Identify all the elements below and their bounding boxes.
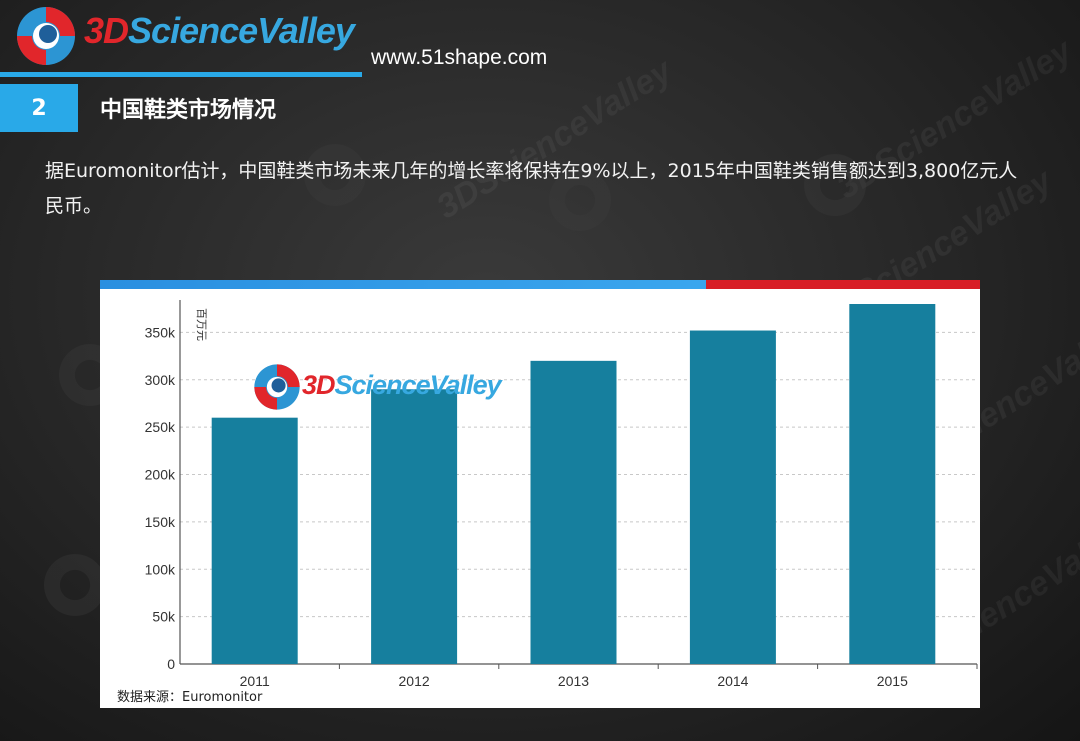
bar — [689, 330, 776, 664]
bar — [371, 389, 458, 664]
y-tick-label: 50k — [152, 609, 176, 625]
chart-card: 0 50k 100k 150k 200k 250k 300k 350k 百万元 2011 2012 2… — [100, 280, 980, 708]
description-text: 据Euromonitor估计，中国鞋类市场未来几年的增长率将保持在9%以上，20… — [45, 160, 1018, 217]
chart-watermark-logo-name: ScienceValley — [334, 370, 502, 400]
section-number: 2 — [31, 95, 47, 121]
y-tick-label: 200k — [145, 467, 176, 483]
y-tick-label: 0 — [167, 656, 175, 672]
y-tick-label: 350k — [145, 324, 176, 340]
bar — [849, 304, 936, 664]
watermark-logo-icon — [545, 165, 615, 235]
watermark-logo-icon — [800, 150, 870, 220]
section-number-badge: 2 — [0, 84, 78, 132]
chart-top-bar-blue — [100, 280, 706, 289]
y-tick-label: 300k — [145, 372, 176, 388]
chart-watermark-logo-text: 3DScienceValley — [302, 370, 502, 401]
y-tick-label: 250k — [145, 419, 176, 435]
chart-watermark-logo-icon — [254, 364, 300, 410]
y-tick-label: 100k — [145, 561, 176, 577]
x-tick-label: 2011 — [240, 673, 270, 689]
x-tick-label: 2012 — [399, 673, 430, 689]
x-tick-label: 2015 — [877, 673, 908, 689]
x-tick-label: 2014 — [717, 673, 748, 689]
brand-logo-icon — [17, 7, 75, 65]
chart-source: 数据来源：Euromonitor — [117, 690, 263, 705]
y-axis-unit-label: 百万元 — [195, 308, 208, 341]
brand-logo-name: ScienceValley — [128, 10, 355, 51]
site-url[interactable]: www.51shape.com — [371, 46, 548, 69]
chart-watermark-logo: 3DScienceValley — [252, 360, 502, 420]
watermark-logo-icon — [40, 550, 110, 620]
x-tick-label: 2013 — [558, 673, 589, 689]
watermark-logo-icon — [300, 140, 370, 210]
chart-watermark-logo-3d: 3D — [302, 370, 336, 400]
bar-chart: 0 50k 100k 150k 200k 250k 300k 350k 百万元 2011 2012 2… — [145, 300, 978, 689]
bar — [530, 360, 617, 664]
section-title: 中国鞋类市场情况 — [100, 98, 277, 123]
brand-logo-text: 3DScienceValley — [84, 10, 355, 52]
header-divider — [0, 72, 362, 77]
brand-logo: 3DScienceValley — [14, 4, 355, 68]
chart-top-bar-red — [706, 280, 980, 289]
brand-logo-3d: 3D — [84, 10, 129, 51]
bar — [211, 417, 298, 664]
y-tick-label: 150k — [145, 514, 176, 530]
